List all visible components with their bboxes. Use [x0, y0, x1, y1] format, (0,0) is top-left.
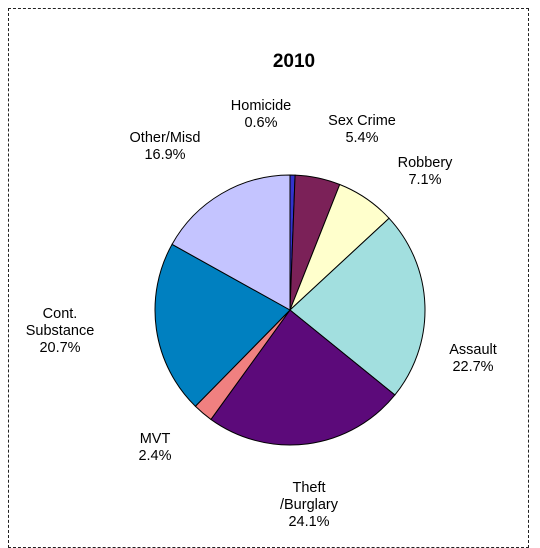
slice-label-mvt: MVT 2.4%: [138, 431, 171, 464]
slice-label-sex-crime: Sex Crime 5.4%: [328, 113, 396, 146]
slice-label-line: Other/Misd: [130, 130, 201, 146]
slice-label-line: 22.7%: [452, 359, 493, 375]
slice-label-cont-substance: Cont. Substance 20.7%: [26, 306, 95, 356]
pie-slice-other-misd: [171, 174, 291, 311]
slice-label-line: Robbery: [398, 155, 454, 171]
slice-label-robbery: Robbery 7.1%: [398, 155, 454, 188]
slice-label-line: 16.9%: [144, 147, 185, 163]
slice-label-line: 20.7%: [39, 340, 80, 356]
slice-label-line: MVT: [140, 431, 171, 447]
pie-slice-assault: [289, 217, 426, 396]
slice-label-line: Theft: [292, 480, 325, 496]
slice-label-homicide: Homicide 0.6%: [231, 98, 291, 131]
slice-label-line: /Burglary: [280, 497, 339, 513]
slice-label-assault: Assault 22.7%: [449, 342, 497, 375]
slice-label-line: Assault: [449, 342, 497, 358]
slice-label-line: 24.1%: [288, 514, 329, 530]
slice-label-line: 2.4%: [138, 448, 171, 464]
slice-label-line: 7.1%: [408, 172, 441, 188]
slice-label-line: Sex Crime: [328, 113, 396, 129]
slice-label-theft-burglary: Theft/Burglary 24.1%: [280, 480, 339, 530]
slice-label-line: 0.6%: [244, 115, 277, 131]
pie-slice-cont-substance: [154, 243, 291, 407]
chart-title: 2010: [273, 51, 315, 72]
slice-label-line: Cont.: [43, 306, 78, 322]
slice-label-line: 5.4%: [345, 130, 378, 146]
slice-label-other-misd: Other/Misd 16.9%: [130, 130, 201, 163]
slice-label-line: Homicide: [231, 98, 291, 114]
slice-label-line: Substance: [26, 323, 95, 339]
pie-slice-theft-burglary: [210, 309, 396, 446]
